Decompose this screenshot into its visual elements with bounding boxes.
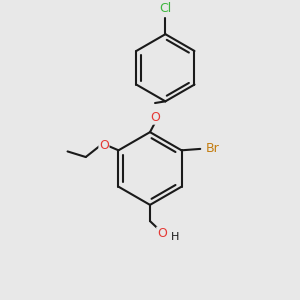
Text: O: O bbox=[99, 139, 109, 152]
Text: Br: Br bbox=[205, 142, 219, 155]
Text: Cl: Cl bbox=[159, 2, 172, 15]
Text: H: H bbox=[171, 232, 179, 242]
Text: O: O bbox=[157, 227, 167, 240]
Text: O: O bbox=[150, 111, 160, 124]
